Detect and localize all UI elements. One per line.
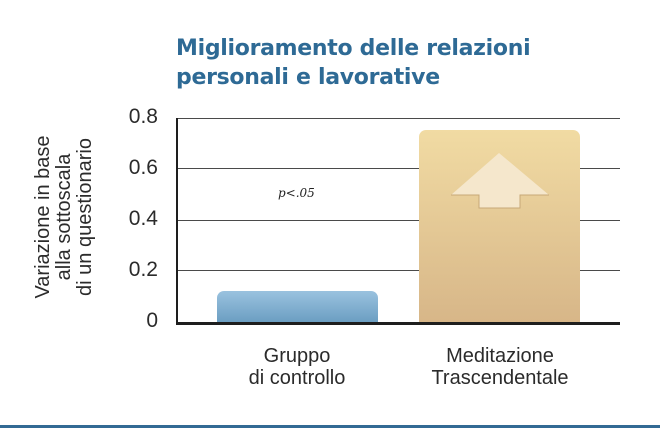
y-axis-label: Variazione in base alla sottoscala di un… — [32, 112, 96, 322]
gridline-0.4 — [177, 220, 620, 221]
x-label-meditazione-trascendentale: Meditazione Trascendentale — [400, 345, 600, 389]
y-axis-label-line-2: alla sottoscala — [53, 153, 75, 281]
x-label-line-2: Trascendentale — [431, 367, 569, 389]
gridline-0.8 — [177, 118, 620, 119]
y-tick-0.8: 0.8 — [128, 105, 158, 128]
x-label-line-1: Gruppo — [263, 345, 331, 367]
bottom-divider-stripe — [0, 425, 660, 428]
x-label-gruppo-di-controllo: Gruppo di controllo — [197, 345, 397, 389]
significance-note: p<.05 — [278, 186, 315, 200]
y-axis-label-line-1: Variazione in base — [32, 135, 54, 299]
x-label-line-2: di controllo — [248, 367, 346, 389]
y-axis-label-line-3: di un questionario — [74, 138, 96, 296]
y-tick-0.6: 0.6 — [128, 156, 158, 179]
up-arrow-icon — [451, 153, 549, 209]
y-tick-0: 0 — [146, 309, 158, 332]
x-label-line-1: Meditazione — [446, 345, 554, 367]
y-axis — [176, 118, 178, 324]
chart-title: Miglioramento delle relazioni personali … — [176, 34, 531, 92]
y-tick-0.2: 0.2 — [128, 258, 158, 281]
x-axis — [176, 322, 620, 325]
gridline-0.6 — [177, 168, 620, 169]
chart-title-line-1: Miglioramento delle relazioni — [176, 36, 531, 61]
chart-title-line-2: personali e lavorative — [176, 65, 440, 90]
gridline-0.2 — [177, 270, 620, 271]
y-tick-0.4: 0.4 — [128, 207, 158, 230]
bar-gruppo-di-controllo — [217, 291, 378, 323]
